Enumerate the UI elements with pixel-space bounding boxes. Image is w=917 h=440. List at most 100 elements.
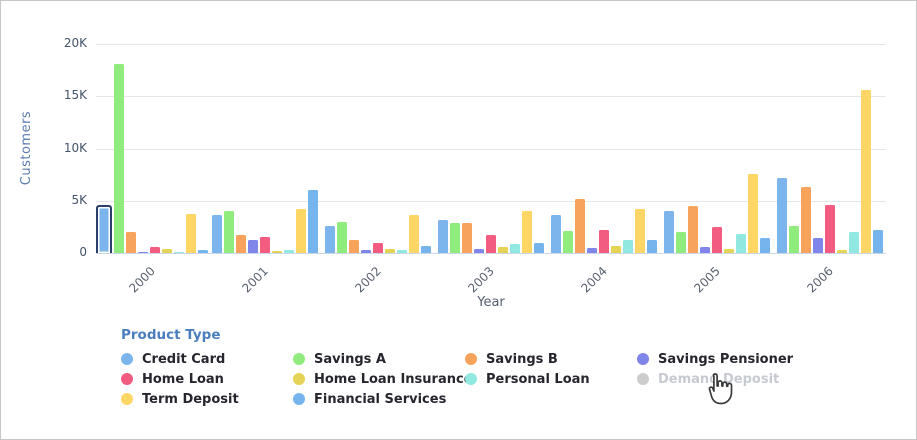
bar-home-loan-insurance-2001[interactable] bbox=[272, 251, 283, 253]
bar-credit-card-2000[interactable] bbox=[96, 205, 113, 253]
y-tick-label: 10K bbox=[63, 140, 87, 155]
bar-group-2000 bbox=[96, 44, 209, 253]
bar-personal-loan-2002[interactable] bbox=[397, 250, 408, 253]
bar-savings-b-2004[interactable] bbox=[574, 199, 585, 253]
bar-financial-services-2000[interactable] bbox=[198, 250, 209, 253]
bar-home-loan-2004[interactable] bbox=[598, 230, 609, 253]
bar-home-loan-insurance-2002[interactable] bbox=[385, 249, 396, 253]
bar-savings-b-2003[interactable] bbox=[461, 223, 472, 253]
bar-credit-card-2001[interactable] bbox=[212, 215, 223, 253]
bar-group-2001 bbox=[209, 44, 322, 253]
bar-home-loan-insurance-2000[interactable] bbox=[162, 249, 173, 253]
legend-item-personal-loan[interactable]: Personal Loan bbox=[465, 372, 637, 387]
bar-home-loan-2000[interactable] bbox=[150, 247, 161, 253]
bar-personal-loan-2001[interactable] bbox=[284, 250, 295, 253]
legend-label: Savings A bbox=[314, 351, 386, 367]
bar-home-loan-insurance-2006[interactable] bbox=[836, 250, 847, 253]
bar-credit-card-2002[interactable] bbox=[325, 226, 336, 253]
bar-term-deposit-2002[interactable] bbox=[409, 215, 420, 253]
bar-term-deposit-2000[interactable] bbox=[186, 214, 197, 253]
legend-item-credit-card[interactable]: Credit Card bbox=[121, 351, 293, 367]
bar-credit-card-2005[interactable] bbox=[663, 211, 674, 253]
bar-savings-pensioner-2003[interactable] bbox=[473, 249, 484, 253]
bar-savings-b-2006[interactable] bbox=[800, 187, 811, 253]
bar-savings-b-2005[interactable] bbox=[687, 206, 698, 253]
bar-term-deposit-2006[interactable] bbox=[860, 90, 871, 253]
bar-financial-services-2003[interactable] bbox=[533, 243, 544, 253]
bar-savings-pensioner-2006[interactable] bbox=[812, 238, 823, 253]
bar-group-2004 bbox=[547, 44, 660, 253]
bar-term-deposit-2005[interactable] bbox=[747, 174, 758, 253]
x-tick-label-2004: 2004 bbox=[578, 264, 610, 296]
bar-personal-loan-2004[interactable] bbox=[622, 240, 633, 253]
legend-swatch-icon bbox=[121, 373, 133, 385]
bar-group-2003 bbox=[435, 44, 548, 253]
bar-savings-a-2004[interactable] bbox=[562, 231, 573, 253]
legend-label: Home Loan Insurance bbox=[314, 371, 473, 387]
y-tick-label: 20K bbox=[63, 36, 87, 50]
legend-item-financial-services[interactable]: Financial Services bbox=[293, 392, 465, 407]
bar-group-2006 bbox=[773, 44, 886, 253]
bar-credit-card-2006[interactable] bbox=[776, 178, 787, 253]
bar-home-loan-insurance-2003[interactable] bbox=[497, 247, 508, 253]
legend-item-demand-deposit[interactable]: Demand Deposit bbox=[637, 372, 809, 387]
legend-item-home-loan[interactable]: Home Loan bbox=[121, 371, 293, 387]
x-tick-label-2002: 2002 bbox=[352, 264, 385, 296]
bar-personal-loan-2003[interactable] bbox=[509, 244, 520, 253]
bar-savings-a-2006[interactable] bbox=[788, 226, 799, 253]
bar-financial-services-2004[interactable] bbox=[646, 240, 657, 253]
bar-personal-loan-2006[interactable] bbox=[848, 232, 859, 253]
bar-credit-card-2003[interactable] bbox=[437, 220, 448, 253]
bar-savings-a-2002[interactable] bbox=[337, 222, 348, 253]
bar-savings-a-2001[interactable] bbox=[224, 211, 235, 253]
bar-savings-pensioner-2000[interactable] bbox=[138, 252, 149, 253]
x-axis-line bbox=[96, 253, 886, 254]
bar-financial-services-2001[interactable] bbox=[308, 190, 319, 253]
bar-savings-pensioner-2004[interactable] bbox=[586, 248, 597, 253]
legend-swatch-icon bbox=[293, 353, 305, 365]
bar-savings-b-2000[interactable] bbox=[126, 232, 137, 253]
legend: Product Type Credit Card Savings A Savings… bbox=[121, 327, 809, 407]
bar-credit-card-2004[interactable] bbox=[550, 215, 561, 253]
bar-home-loan-insurance-2005[interactable] bbox=[723, 249, 734, 253]
bar-financial-services-2002[interactable] bbox=[421, 246, 432, 253]
bar-savings-a-2000[interactable] bbox=[114, 64, 125, 253]
x-tick-label-2000: 2000 bbox=[126, 264, 159, 296]
bar-savings-b-2001[interactable] bbox=[236, 235, 247, 253]
legend-swatch-icon bbox=[121, 353, 133, 365]
bar-term-deposit-2004[interactable] bbox=[634, 209, 645, 253]
legend-item-savings-a[interactable]: Savings A bbox=[293, 351, 465, 367]
legend-swatch-icon bbox=[293, 373, 305, 385]
legend-label: Home Loan bbox=[142, 371, 224, 387]
legend-label: Savings B bbox=[486, 351, 558, 367]
bar-home-loan-2003[interactable] bbox=[485, 235, 496, 253]
bar-personal-loan-2000[interactable] bbox=[174, 252, 185, 253]
bar-savings-pensioner-2002[interactable] bbox=[361, 250, 372, 253]
bar-savings-b-2002[interactable] bbox=[349, 240, 360, 253]
bar-home-loan-2005[interactable] bbox=[711, 227, 722, 253]
legend-item-savings-b[interactable]: Savings B bbox=[465, 351, 637, 367]
y-gridline bbox=[96, 44, 886, 45]
legend-item-term-deposit[interactable]: Term Deposit bbox=[121, 392, 293, 407]
legend-swatch-icon bbox=[637, 373, 649, 385]
legend-label: Credit Card bbox=[142, 351, 226, 367]
bar-savings-a-2005[interactable] bbox=[675, 232, 686, 253]
bar-savings-a-2003[interactable] bbox=[449, 223, 460, 253]
bar-home-loan-2001[interactable] bbox=[260, 237, 271, 253]
legend-item-savings-pensioner[interactable]: Savings Pensioner bbox=[637, 351, 809, 367]
legend-item-home-loan-insurance[interactable]: Home Loan Insurance bbox=[293, 372, 473, 387]
bar-personal-loan-2005[interactable] bbox=[735, 234, 746, 253]
x-axis-title: Year bbox=[477, 295, 505, 310]
bar-home-loan-2002[interactable] bbox=[373, 243, 384, 253]
bar-home-loan-insurance-2004[interactable] bbox=[610, 246, 621, 253]
bar-financial-services-2005[interactable] bbox=[759, 238, 770, 253]
bar-chart-canvas: Customers 0 5K 10K 15K 20K 2000 2001 2002 2003 20… bbox=[1, 1, 917, 319]
bar-home-loan-2006[interactable] bbox=[824, 205, 835, 253]
y-gridline bbox=[96, 96, 886, 98]
bar-term-deposit-2003[interactable] bbox=[521, 211, 532, 253]
bar-term-deposit-2001[interactable] bbox=[296, 209, 307, 253]
bar-financial-services-2006[interactable] bbox=[872, 230, 883, 253]
bar-savings-pensioner-2001[interactable] bbox=[248, 240, 259, 253]
legend-label: Savings Pensioner bbox=[658, 351, 794, 367]
bar-savings-pensioner-2005[interactable] bbox=[699, 247, 710, 253]
